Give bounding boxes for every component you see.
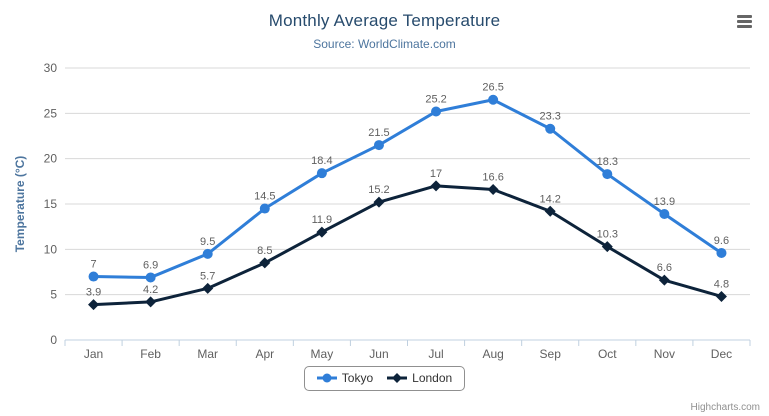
data-point-label: 9.5 [200,236,215,248]
data-point-label: 6.9 [143,259,158,271]
data-point-label: 11.9 [312,214,333,226]
x-axis-label: Jan [84,347,103,361]
data-point-marker-tokyo[interactable] [259,203,270,214]
data-point-label: 25.2 [425,94,446,106]
data-point-marker-tokyo[interactable] [145,272,156,283]
data-point-label: 18.4 [311,155,332,167]
data-point-marker-london[interactable] [373,196,385,208]
legend-item-tokyo[interactable]: Tokyo [316,371,374,385]
y-axis-label: 15 [44,197,58,211]
data-point-label: 5.7 [200,270,215,282]
legend-label: London [412,371,453,385]
data-point-marker-tokyo[interactable] [373,140,384,151]
chart-title: Monthly Average Temperature [268,11,501,30]
data-point-marker-london[interactable] [145,296,157,308]
data-point-marker-tokyo[interactable] [431,106,442,117]
data-point-marker-london[interactable] [316,226,328,238]
data-point-label: 15.2 [368,184,389,196]
data-point-label: 17 [430,168,442,180]
data-point-label: 23.3 [539,111,560,123]
data-point-label: 16.6 [482,171,503,183]
data-point-marker-london[interactable] [544,205,556,217]
data-point-marker-london[interactable] [601,241,613,253]
x-axis-label: Apr [255,347,274,361]
data-point-label: 7 [90,259,96,271]
data-point-marker-london[interactable] [487,183,499,195]
x-axis-label: Oct [598,347,617,361]
data-point-marker-tokyo[interactable] [316,168,327,179]
data-point-label: 21.5 [368,127,389,139]
data-point-marker-tokyo[interactable] [545,123,556,134]
hamburger-menu-icon [736,14,752,28]
data-point-label: 3.9 [86,287,101,299]
data-point-label: 13.9 [654,196,675,208]
data-point-label: 14.2 [539,193,560,205]
y-axis-title: Temperature (°C) [13,156,27,253]
legend-row: Tokyo London [0,366,769,391]
data-point-label: 4.2 [143,284,158,296]
data-point-marker-tokyo[interactable] [488,94,499,105]
chart-subtitle: Source: WorldClimate.com [313,37,456,51]
data-point-label: 4.8 [714,278,729,290]
export-menu-button[interactable] [732,11,756,31]
data-point-label: 6.6 [657,262,672,274]
data-point-marker-london[interactable] [88,299,100,311]
data-point-label: 14.5 [254,191,275,203]
series-line-tokyo [92,98,723,279]
x-axis-label: Sep [540,347,562,361]
x-axis-label: Nov [654,347,675,361]
data-point-marker-london[interactable] [658,274,670,286]
y-axis-label: 25 [44,106,58,120]
data-point-marker-london[interactable] [202,282,214,294]
x-axis-label: May [311,347,334,361]
data-point-label: 9.6 [714,235,729,247]
y-axis-label: 10 [44,242,58,256]
x-axis-label: Dec [711,347,732,361]
y-axis-label: 5 [50,288,57,302]
data-point-marker-tokyo[interactable] [716,247,727,258]
data-point-label: 8.5 [257,245,272,257]
y-axis-label: 20 [44,152,58,166]
circle-marker-icon [316,373,337,383]
x-axis-label: Aug [482,347,503,361]
data-point-marker-tokyo[interactable] [602,169,613,180]
x-axis-label: Jul [428,347,443,361]
x-axis-label: Jun [369,347,388,361]
legend: Tokyo London [303,366,466,391]
series-line-london [92,184,723,307]
x-axis-label: Feb [140,347,161,361]
legend-item-london[interactable]: London [387,371,452,385]
data-point-label: 10.3 [597,229,618,241]
x-axis-label: Mar [197,347,218,361]
diamond-marker-icon [387,373,408,383]
data-point-marker-tokyo[interactable] [202,248,213,259]
y-axis-label: 30 [44,61,58,75]
data-point-label: 18.3 [597,156,618,168]
data-point-marker-tokyo[interactable] [659,208,670,219]
data-point-marker-tokyo[interactable] [88,271,99,282]
credits-link[interactable]: Highcharts.com [690,402,760,413]
y-axis-label: 0 [50,333,57,347]
legend-label: Tokyo [341,371,374,385]
data-point-marker-london[interactable] [715,290,727,302]
data-point-marker-london[interactable] [259,257,271,269]
data-point-label: 26.5 [482,82,503,94]
data-point-marker-london[interactable] [430,180,442,192]
